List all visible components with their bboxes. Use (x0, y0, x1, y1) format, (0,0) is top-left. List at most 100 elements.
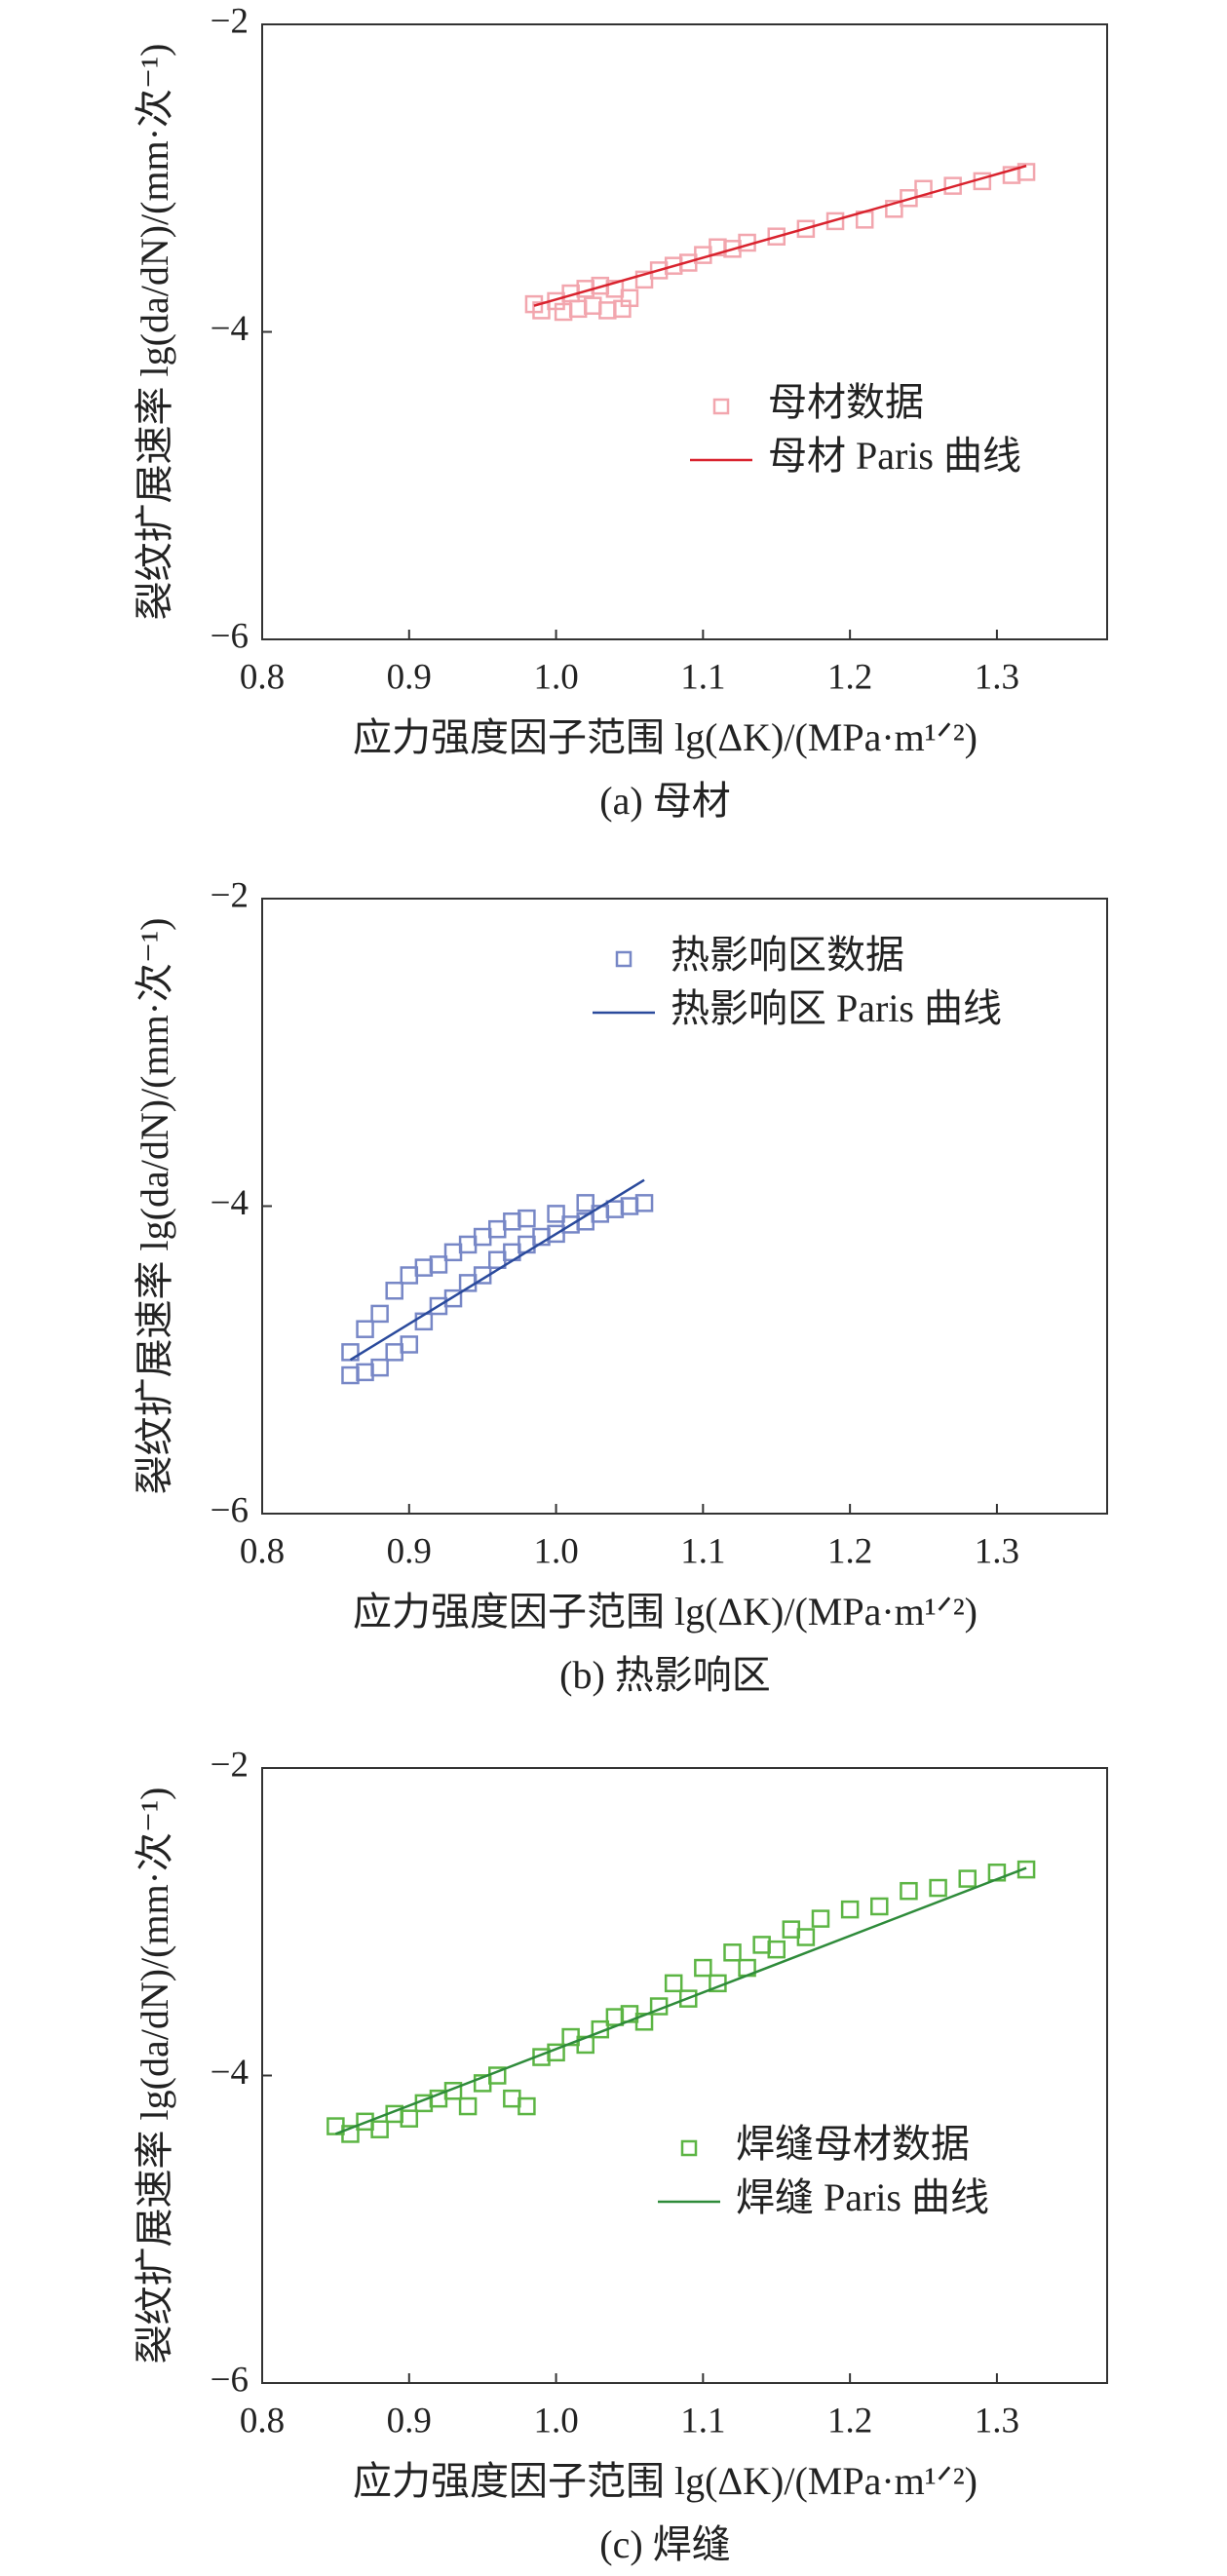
x-tick-label: 0.8 (240, 657, 285, 697)
x-tick-label: 0.9 (387, 657, 432, 697)
data-point (341, 2125, 360, 2143)
data-point (840, 1900, 860, 1919)
data-point (870, 1897, 889, 1916)
data-point (356, 1320, 374, 1338)
data-point (400, 2109, 419, 2128)
data-point (400, 1266, 419, 1285)
data-point (796, 1928, 816, 1946)
data-point (568, 299, 588, 319)
data-point (518, 2096, 536, 2116)
legend-marker (712, 398, 730, 415)
data-point (885, 200, 903, 218)
data-point (576, 1194, 594, 1212)
y-tick-label: −4 (211, 2053, 249, 2093)
legend-label: 母材 Paris 曲线 (768, 434, 1021, 478)
data-point (605, 1200, 625, 1218)
fit-line (334, 1866, 1027, 2135)
legend-label: 焊缝 Paris 曲线 (736, 2175, 989, 2219)
fit-line (533, 164, 1027, 307)
x-axis-label: 应力强度因子范围 lg(ΔK)/(MPa·m¹ᐟ²) (353, 715, 978, 759)
data-point (458, 1235, 478, 1254)
data-point (400, 1335, 419, 1354)
data-point (796, 219, 816, 239)
data-point (584, 296, 602, 315)
fit-line (349, 1178, 645, 1362)
y-tick-label: −6 (211, 616, 249, 656)
data-point (782, 1920, 801, 1939)
data-point (620, 1197, 639, 1215)
y-tick-label: −2 (211, 1745, 249, 1785)
x-tick-label: 1.0 (533, 1531, 578, 1571)
x-tick-label: 1.3 (975, 657, 1019, 697)
x-tick-label: 1.3 (975, 1531, 1019, 1571)
data-point (488, 1219, 507, 1239)
data-point (385, 1343, 403, 1362)
y-axis-label: 裂纹扩展速率 lg(da/dN)/(mm·次⁻¹) (133, 918, 176, 1495)
data-point (767, 227, 786, 246)
legend-marker (680, 2139, 698, 2157)
caption: (c) 焊缝 (599, 2522, 730, 2566)
legend-marker (615, 950, 633, 968)
data-point (414, 1258, 434, 1277)
data-point (900, 1881, 918, 1901)
y-tick-label: −6 (211, 2360, 249, 2400)
data-point (473, 1227, 492, 1247)
data-point (370, 1304, 389, 1324)
x-axis-label: 应力强度因子范围 lg(ΔK)/(MPa·m¹ᐟ²) (353, 2459, 978, 2503)
y-tick-label: −2 (211, 875, 249, 915)
legend-label: 热影响区数据 (671, 933, 904, 977)
data-point (1016, 1860, 1036, 1879)
y-tick-label: −2 (211, 1, 249, 41)
x-tick-label: 1.3 (975, 2401, 1019, 2441)
data-point (429, 1255, 448, 1274)
data-point (694, 1958, 712, 1978)
data-point (356, 1363, 374, 1382)
y-axis-label: 裂纹扩展速率 lg(da/dN)/(mm·次⁻¹) (133, 44, 176, 621)
data-point (503, 1212, 521, 1231)
data-point (370, 2120, 389, 2138)
data-point (443, 1243, 463, 1262)
data-point (767, 1940, 786, 1959)
caption: (b) 热影响区 (559, 1653, 771, 1697)
data-point (503, 2089, 521, 2108)
x-tick-label: 1.0 (533, 657, 578, 697)
data-point (914, 179, 933, 199)
data-point (752, 1936, 771, 1954)
x-tick-label: 1.2 (827, 657, 872, 697)
data-point (458, 2096, 478, 2116)
legend-label: 热影响区 Paris 曲线 (671, 986, 1002, 1030)
data-point (341, 1365, 360, 1385)
data-point (723, 1943, 742, 1962)
x-tick-label: 0.9 (387, 2401, 432, 2441)
y-tick-label: −6 (211, 1490, 249, 1530)
x-tick-label: 0.8 (240, 2401, 285, 2441)
y-tick-label: −4 (211, 309, 249, 349)
legend-label: 焊缝母材数据 (736, 2122, 970, 2166)
data-point (443, 1288, 463, 1308)
data-point (547, 1224, 565, 1244)
x-tick-label: 1.1 (680, 1531, 725, 1571)
x-tick-label: 1.2 (827, 1531, 872, 1571)
data-point (943, 176, 962, 195)
x-tick-label: 0.8 (240, 1531, 285, 1571)
data-point (385, 1282, 403, 1300)
data-point (605, 280, 625, 298)
plot-frame (261, 23, 1108, 640)
data-point (518, 1209, 536, 1228)
data-point (598, 301, 617, 320)
x-tick-label: 1.1 (680, 2401, 725, 2441)
data-point (370, 1358, 389, 1377)
data-point (929, 1878, 947, 1898)
data-point (341, 1343, 360, 1362)
legend-label: 母材数据 (768, 380, 924, 424)
data-point (547, 1205, 565, 1223)
x-tick-label: 1.1 (680, 657, 725, 697)
x-tick-label: 1.0 (533, 2401, 578, 2441)
data-point (605, 2008, 625, 2026)
x-tick-label: 1.2 (827, 2401, 872, 2441)
data-point (811, 1909, 830, 1928)
caption: (a) 母材 (599, 779, 730, 823)
x-axis-label: 应力强度因子范围 lg(ΔK)/(MPa·m¹ᐟ²) (353, 1590, 978, 1634)
data-point (664, 1974, 683, 1993)
